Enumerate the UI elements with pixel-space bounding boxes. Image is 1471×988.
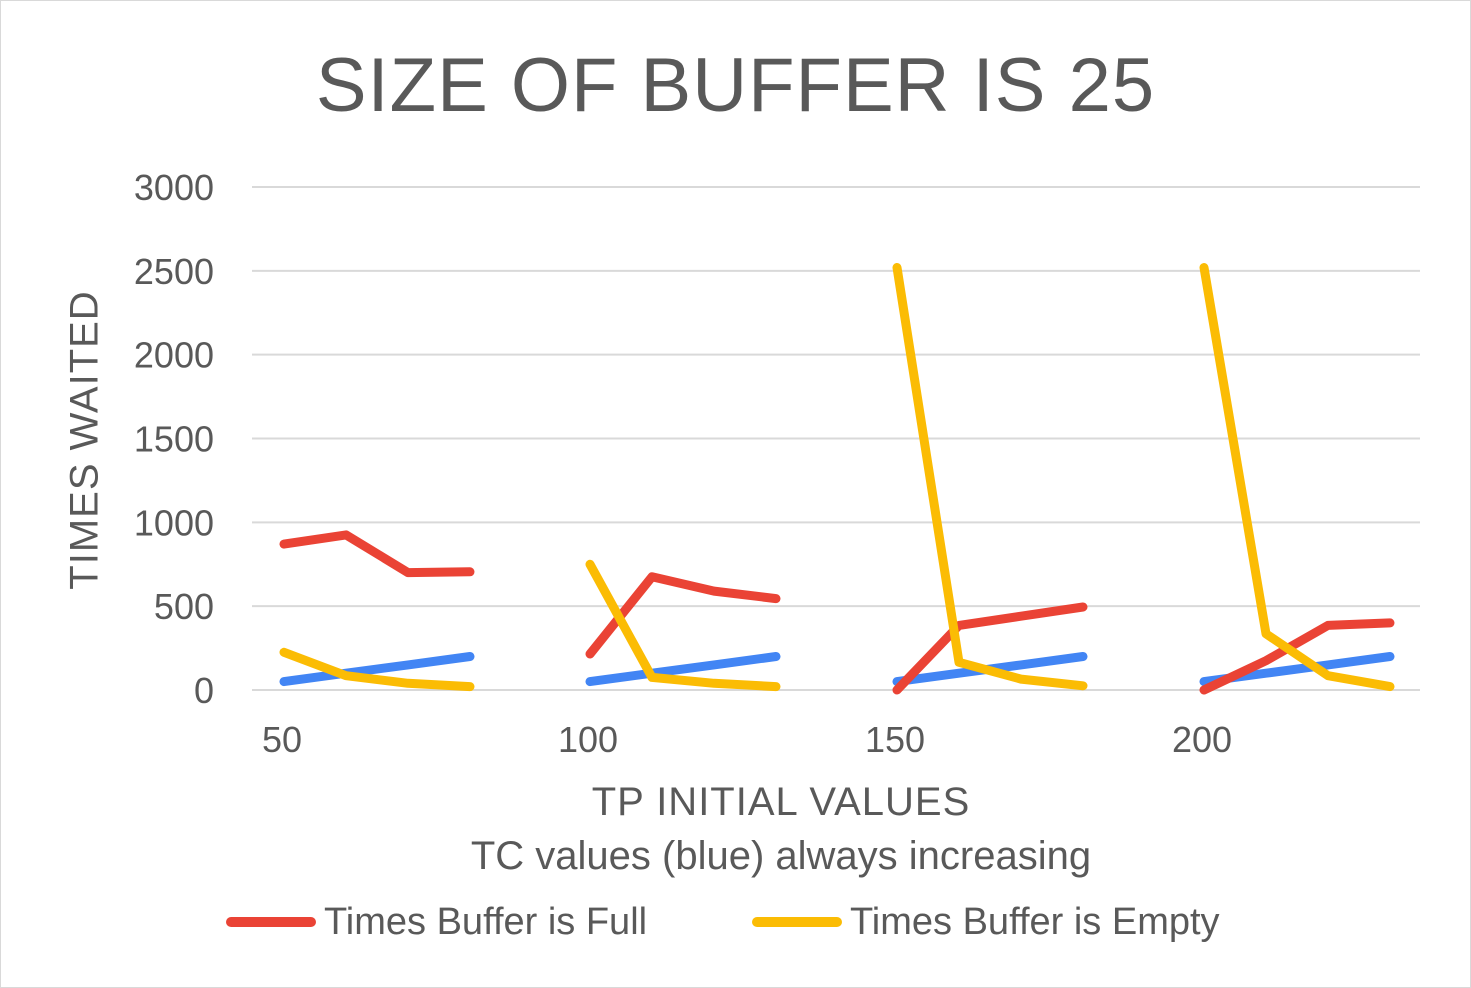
chart-title: SIZE OF BUFFER IS 25: [315, 43, 1156, 128]
y-tick-label-0: 0: [194, 670, 214, 711]
legend-item-full: Times Buffer is Full: [226, 897, 647, 947]
series-line-tc-values-group-100: [585, 652, 781, 687]
y-tick-label-1500: 1500: [134, 419, 214, 460]
series-line-times-buffer-is-empty-group-100: [585, 559, 781, 692]
x-tick-label-50: 50: [262, 719, 302, 760]
x-axis-label: TP INITIAL VALUES: [591, 780, 971, 824]
x-axis-sublabel: TC values (blue) always increasing: [470, 834, 1092, 878]
series-line-times-buffer-is-empty-group-150: [892, 263, 1088, 691]
x-tick-label-200: 200: [1172, 719, 1232, 760]
y-tick-label-2500: 2500: [134, 251, 214, 292]
legend-label-empty: Times Buffer is Empty: [850, 900, 1220, 943]
series-line-tc-values-group-50: [279, 652, 475, 687]
series-line-times-buffer-is-empty-group-50: [279, 647, 475, 692]
y-tick-label-1000: 1000: [134, 502, 214, 543]
legend-label-full: Times Buffer is Full: [324, 900, 648, 943]
x-tick-label-150: 150: [865, 719, 925, 760]
series-line-times-buffer-is-full-group-50: [279, 530, 475, 578]
legend-swatch-empty: [752, 917, 842, 927]
y-tick-label-3000: 3000: [134, 167, 214, 208]
y-tick-label-2000: 2000: [134, 335, 214, 376]
series-line-times-buffer-is-full-group-200: [1199, 618, 1395, 695]
y-tick-label-500: 500: [154, 586, 214, 627]
series-line-times-buffer-is-empty-group-200: [1199, 263, 1395, 692]
legend-item-empty: Times Buffer is Empty: [752, 897, 1220, 947]
legend-swatch-full: [226, 917, 316, 927]
series-line-times-buffer-is-full-group-150: [892, 602, 1088, 695]
x-tick-label-100: 100: [558, 719, 618, 760]
legend: Times Buffer is Full Times Buffer is Emp…: [0, 897, 1471, 947]
